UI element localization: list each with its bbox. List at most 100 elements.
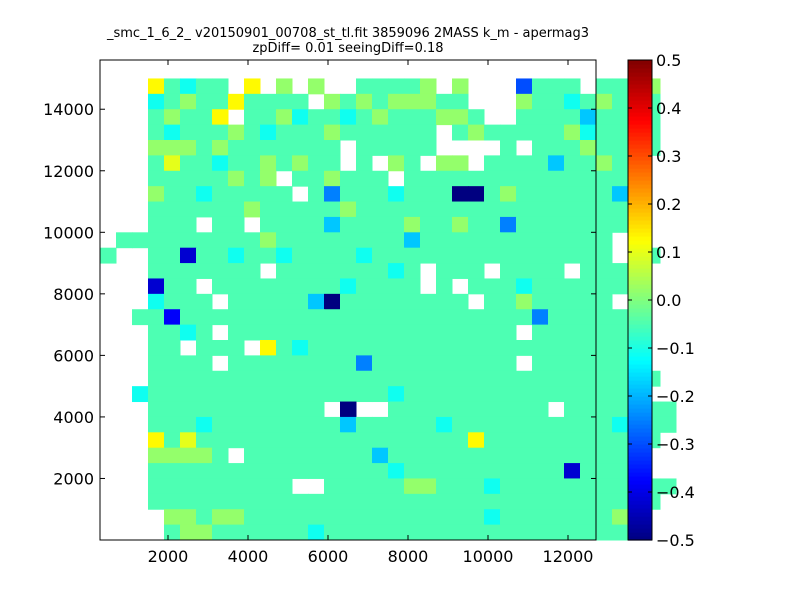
heatmap-cell [532,416,549,433]
colorbar-tick-label: −0.3 [656,435,695,454]
heatmap-cell [308,278,325,295]
heatmap-cell [292,401,309,418]
heatmap-cell [612,216,629,233]
colorbar-segment [628,228,652,233]
heatmap-cell [516,370,533,387]
heatmap-cell [612,447,629,464]
heatmap-cell [228,401,245,418]
heatmap-cell [228,524,245,541]
heatmap-cell [372,247,389,264]
heatmap-cell [372,140,389,156]
heatmap-cell [500,278,517,295]
heatmap-cell [484,478,501,495]
colorbar-segment [628,264,652,269]
heatmap-cell [180,524,197,541]
heatmap-cell [196,324,213,341]
colorbar-segment [628,292,652,297]
heatmap-cell [180,247,197,264]
heatmap-cell [564,355,581,372]
heatmap-cell [404,463,421,479]
heatmap-cell [196,509,213,526]
heatmap-cell [612,416,629,433]
heatmap-cell [548,493,565,510]
heatmap-cell [372,201,389,218]
heatmap-cell [228,232,245,249]
heatmap-cell [308,140,325,156]
heatmap-cell [516,78,533,95]
heatmap-cell [500,247,517,264]
heatmap-cell [580,232,597,249]
heatmap-cell [404,324,421,341]
heatmap-cell [516,293,533,310]
heatmap-cell [372,124,389,141]
heatmap-cell [148,401,165,418]
heatmap-cell [356,493,373,510]
colorbar-tick-label: 0.5 [656,51,681,70]
heatmap-cell [548,432,565,449]
heatmap-cell [292,109,309,126]
heatmap-cell [404,140,421,156]
colorbar-segment [628,192,652,197]
heatmap-cell [404,155,421,172]
heatmap-cell [196,416,213,433]
heatmap-cell [596,93,613,110]
heatmap-cell [580,140,597,156]
heatmap-cell [164,124,181,141]
heatmap-cell [452,509,469,526]
heatmap-cell [612,93,629,110]
x-tick-label: 2000 [148,547,189,566]
heatmap-cell [356,186,373,203]
heatmap-cell [196,293,213,310]
heatmap-cell [420,140,437,156]
heatmap-cell [356,170,373,187]
heatmap-cell [484,401,501,418]
colorbar-segment [628,276,652,281]
colorbar-tick-label: −0.2 [656,387,695,406]
heatmap-cell [468,524,485,541]
heatmap-cell [228,355,245,372]
heatmap-cell [596,493,613,510]
heatmap-cell [484,524,501,541]
heatmap-cell [148,124,165,141]
heatmap-cell [340,370,357,387]
heatmap-cell [212,109,229,126]
heatmap-cell [356,524,373,541]
heatmap-cell [420,124,437,141]
colorbar-segment [628,308,652,313]
heatmap-cell [276,386,293,403]
heatmap-cell [516,447,533,464]
heatmap-cell [500,340,517,356]
heatmap-cell [212,155,229,172]
heatmap-cell [420,416,437,433]
heatmap-cell [292,416,309,433]
heatmap-cell [324,216,341,233]
heatmap-cell [244,478,261,495]
heatmap-cell [324,524,341,541]
heatmap-cell [356,478,373,495]
heatmap-cell [564,232,581,249]
heatmap-cell [276,509,293,526]
heatmap-cell [324,509,341,526]
heatmap-cell [612,370,629,387]
heatmap-cell [164,432,181,449]
heatmap-cell [516,340,533,356]
heatmap-cell [580,324,597,341]
heatmap-cell [260,432,277,449]
heatmap-cell [436,309,453,326]
heatmap-cell [228,93,245,110]
heatmap-cell [244,463,261,479]
heatmap-cell [468,478,485,495]
heatmap-cell [436,263,453,279]
colorbar-segment [628,336,652,341]
heatmap-cell [420,324,437,341]
heatmap-cell [244,201,261,218]
heatmap-cell [564,509,581,526]
heatmap-cell [388,386,405,403]
heatmap-cell [292,386,309,403]
heatmap-cell [500,416,517,433]
heatmap-cell [404,186,421,203]
heatmap-cell [372,278,389,295]
heatmap-cell [436,324,453,341]
heatmap-cell [292,293,309,310]
heatmap-cell [596,263,613,279]
